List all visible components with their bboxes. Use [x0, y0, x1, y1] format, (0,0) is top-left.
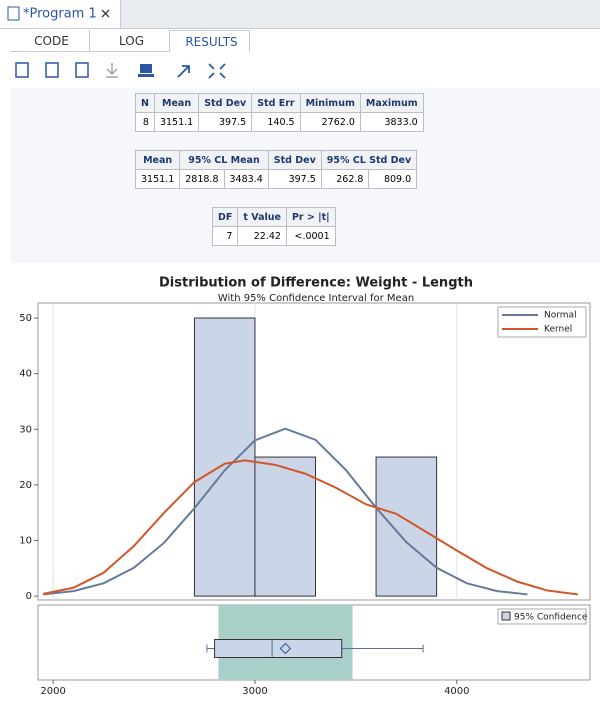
cell: 2818.8 — [179, 169, 225, 189]
program-icon — [7, 6, 20, 21]
y-tick-label: 10 — [19, 535, 32, 546]
header-cell: Std Dev — [267, 150, 322, 170]
nav-tab[interactable]: RESULTS — [170, 30, 250, 52]
y-tick-label: 30 — [19, 424, 32, 435]
header-cell: DF — [211, 207, 239, 227]
legend — [497, 306, 587, 338]
header-cell: Mean — [153, 93, 200, 113]
nav: CODE LOG RESULTS — [10, 30, 250, 52]
tool-icon[interactable] — [15, 62, 29, 78]
header-cell: Pr > |t| — [285, 207, 336, 227]
cell: 397.5 — [198, 112, 253, 132]
tool-icon[interactable] — [45, 62, 59, 78]
header-cell: 95% CL Mean — [179, 150, 269, 170]
cell: 3833.0 — [359, 112, 424, 132]
x-tick-label: 3000 — [242, 686, 267, 697]
tool-icon — [138, 74, 154, 77]
legend — [497, 608, 587, 625]
header-cell: N — [135, 93, 155, 113]
cell: 7 — [211, 226, 239, 246]
tab-icons: *Program 1 — [7, 6, 110, 22]
cell: <.0001 — [285, 226, 336, 246]
data-row: 3151.1 2818.8 3483.4 397.5 262.8 809.0 — [134, 169, 418, 189]
results: N Mean Std Dev Std Err Minimum Maximum 8 3151.1… — [10, 88, 600, 263]
density-line — [42, 427, 528, 596]
chart-subtitle: With 95% Confidence Interval for Mean — [218, 293, 414, 304]
tool-icon[interactable] — [106, 63, 118, 78]
legend-label: Kernel — [544, 325, 572, 335]
tab-title: *Program 1 — [23, 7, 97, 22]
cell: 3483.4 — [223, 169, 269, 189]
x-tick-label: 2000 — [40, 686, 65, 697]
bar — [375, 456, 438, 597]
y-tick-label: 0 — [26, 591, 32, 602]
y-tick-label: 50 — [19, 313, 32, 324]
nav-tab[interactable]: LOG — [90, 30, 170, 52]
header-cell: Maximum — [359, 93, 424, 113]
cell: 8 — [135, 112, 155, 132]
header-row: N Mean Std Dev Std Err Minimum Maximum — [135, 93, 424, 113]
tool-icon[interactable] — [75, 62, 89, 78]
chart-title: Distribution of Difference: Weight - Len… — [159, 276, 473, 291]
tab[interactable]: *Program 1 — [0, 0, 121, 28]
stats-table: N Mean Std Dev Std Err Minimum Maximum 8 3151.1… — [135, 93, 424, 132]
density-line — [42, 459, 579, 596]
header-row: Mean 95% CL Mean Std Dev 95% CL Std Dev — [134, 150, 418, 170]
header-cell: Std Dev — [198, 93, 253, 113]
tab-bar: *Program 1 — [0, 0, 600, 29]
box — [214, 639, 343, 658]
cell: 3151.1 — [153, 112, 200, 132]
stats-table: Mean 95% CL Mean Std Dev 95% CL Std Dev 3151… — [134, 150, 418, 189]
data-row: 8 3151.1 397.5 140.5 2762.0 3833.0 — [135, 112, 424, 132]
header-cell: Std Err — [251, 93, 301, 113]
header-cell: t Value — [237, 207, 287, 227]
cell: 809.0 — [368, 169, 418, 189]
legend-label: Normal — [544, 311, 577, 321]
toolbar — [15, 62, 226, 79]
cell: 262.8 — [320, 169, 370, 189]
header-cell: Minimum — [299, 93, 361, 113]
cell: 397.5 — [267, 169, 322, 189]
x-tick-label: 4000 — [444, 686, 469, 697]
nav-tab[interactable]: CODE — [10, 30, 90, 52]
cell: 2762.0 — [299, 112, 361, 132]
header-cell: Mean — [134, 150, 181, 170]
y-tick-label: 20 — [19, 480, 32, 491]
cell: 3151.1 — [134, 169, 181, 189]
tool-icon[interactable] — [208, 63, 226, 79]
data-row: 7 22.42 <.0001 — [211, 226, 336, 246]
stats-table: DF t Value Pr > |t| 7 22.42 <.0001 — [211, 207, 336, 246]
bar — [193, 317, 256, 597]
cell: 140.5 — [251, 112, 301, 132]
mean-marker — [279, 642, 292, 655]
header-cell: 95% CL Std Dev — [320, 150, 418, 170]
tool-icon[interactable] — [140, 64, 152, 73]
legend-label: 95% Confidence — [514, 613, 588, 623]
tool-icon[interactable] — [177, 65, 190, 78]
legend-swatch — [501, 611, 511, 621]
y-tick-label: 40 — [19, 369, 32, 380]
close-icon[interactable] — [101, 9, 110, 18]
bar — [254, 456, 317, 597]
header-row: DF t Value Pr > |t| — [211, 207, 336, 227]
chart: Distribution of Difference: Weight - Len… — [19, 276, 591, 697]
cell: 22.42 — [237, 226, 287, 246]
